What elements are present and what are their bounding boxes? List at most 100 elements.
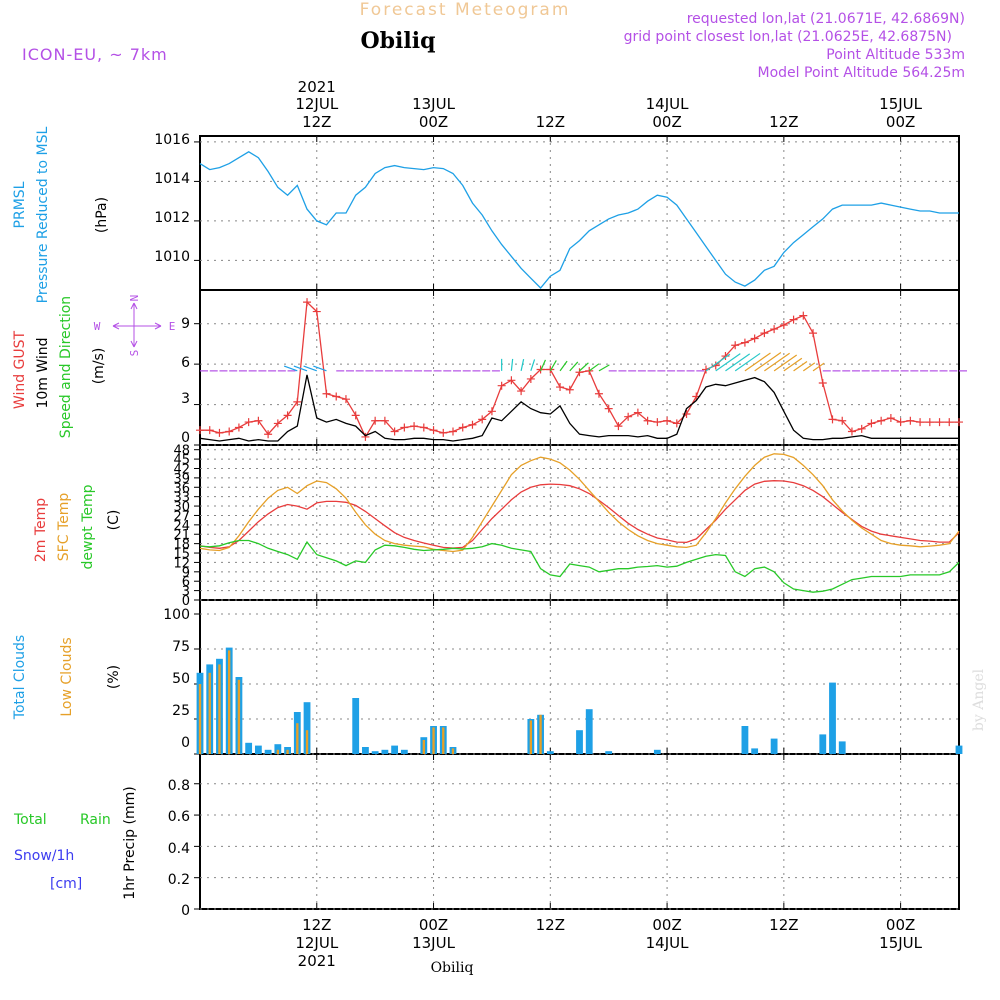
low-cloud-bar xyxy=(218,664,221,754)
gust-marker xyxy=(740,338,749,347)
bottom-date-label: 15JUL xyxy=(879,934,922,952)
gust-marker xyxy=(906,416,915,425)
bottom-year-label: 2021 xyxy=(298,952,336,970)
gust-marker xyxy=(468,420,477,429)
wind-direction-arrow xyxy=(773,354,798,372)
gust-marker xyxy=(575,368,584,377)
wind-direction-arrow xyxy=(293,365,308,372)
gust-marker xyxy=(546,365,555,374)
gust-marker xyxy=(517,387,526,396)
wind-direction-arrow xyxy=(283,365,298,372)
top-hour-label: 00Z xyxy=(886,113,915,131)
gust-marker xyxy=(779,321,788,330)
low-cloud-bar xyxy=(305,730,309,754)
gust-marker xyxy=(809,329,818,338)
top-date-label: 12JUL xyxy=(295,95,338,113)
temp-tick: 12 xyxy=(173,556,190,571)
gust-marker xyxy=(390,427,399,436)
gust-marker xyxy=(380,416,389,425)
gust-marker xyxy=(429,426,438,435)
temp-tick: 0 xyxy=(182,594,190,609)
temp-tick: 33 xyxy=(173,491,190,506)
wind-direction-arrow xyxy=(549,360,557,372)
gust-marker xyxy=(234,423,243,432)
gust-marker xyxy=(604,404,613,413)
bottom-date-label: 14JUL xyxy=(646,934,689,952)
gust-marker xyxy=(594,389,603,398)
precip-rain-label: Rain xyxy=(80,812,111,828)
wind-direction-arrow xyxy=(705,353,731,372)
temp-unit: (C) xyxy=(106,510,122,531)
station-name: Obiliq xyxy=(360,28,435,54)
low-cloud-bar xyxy=(228,650,231,754)
top-hour-label: 00Z xyxy=(652,113,681,131)
gust-marker xyxy=(672,419,681,428)
total-cloud-bar xyxy=(585,709,593,754)
wind-speed-dir-label: Speed and Direction xyxy=(58,296,74,438)
total-cloud-bar xyxy=(254,745,262,754)
wind-gust-label: Wind GUST xyxy=(12,330,28,409)
temp-tick: 6 xyxy=(182,575,190,590)
wind-direction-arrow xyxy=(783,357,803,372)
gust-marker xyxy=(196,426,204,435)
gust-marker xyxy=(565,385,574,394)
wind-direction-arrow xyxy=(754,352,782,372)
precip-tick: 0.6 xyxy=(168,809,190,825)
panel-frames xyxy=(199,135,960,910)
bottom-hour-label: 00Z xyxy=(419,916,448,934)
tsfc-line xyxy=(199,453,960,553)
total-cloud-bar xyxy=(400,749,408,754)
cloud-tick: 75 xyxy=(172,639,190,655)
precip-tick: 0.8 xyxy=(168,778,190,794)
gust-marker xyxy=(312,307,321,316)
total-cloud-bar xyxy=(264,749,272,754)
total-cloud-bar xyxy=(605,751,613,754)
wind-unit: (m/s) xyxy=(91,348,107,385)
bottom-hour-label: 00Z xyxy=(652,916,681,934)
total-cloud-bar xyxy=(303,702,311,754)
total-cloud-bar xyxy=(653,749,661,754)
gust-marker xyxy=(896,418,905,427)
gust-marker xyxy=(614,422,623,431)
total-cloud-bar xyxy=(381,749,389,754)
bottom-date-label: 12JUL xyxy=(295,934,338,952)
total-cloud-bar xyxy=(371,751,379,754)
point-altitude: Point Altitude 533m xyxy=(826,47,965,63)
pressure-tick: 1010 xyxy=(154,249,190,265)
gust-marker xyxy=(497,381,506,390)
gust-marker xyxy=(818,379,827,387)
t2m-label: 2m Temp xyxy=(33,498,49,562)
model-name: ICON-EU, ~ 7km xyxy=(22,45,168,64)
wind-tick: 3 xyxy=(181,391,190,407)
pressure-series xyxy=(199,151,959,289)
wind-direction-arrow xyxy=(313,365,327,372)
wind-direction-arrow xyxy=(569,361,579,372)
low-cloud-bar xyxy=(208,672,211,754)
wind-direction-arrow xyxy=(812,362,825,372)
low-cloud-bar xyxy=(529,720,533,754)
gust-marker xyxy=(410,422,419,431)
gust-marker xyxy=(945,418,954,427)
bottom-hour-label: 12Z xyxy=(536,916,565,934)
gust-marker xyxy=(760,329,769,338)
compass-s: S xyxy=(128,350,141,357)
total-cloud-bar xyxy=(838,741,846,754)
low-cloud-bar xyxy=(422,740,425,754)
pressure-unit: (hPa) xyxy=(94,197,110,233)
compass-arrows-icon xyxy=(112,302,162,348)
top-date-label: 14JUL xyxy=(646,95,689,113)
total-cloud-bar xyxy=(955,745,963,754)
wind-direction-arrow xyxy=(725,353,751,372)
prmsl-line xyxy=(199,151,959,289)
total-cloud-bar xyxy=(770,738,778,754)
wind-tick: 0 xyxy=(181,430,190,446)
compass-e: E xyxy=(169,320,176,333)
precip-tick: 0.4 xyxy=(168,841,190,857)
gust-marker xyxy=(225,427,234,436)
cloud-tick: 0 xyxy=(181,735,190,751)
prmsl-label: PRMSL xyxy=(12,181,28,228)
gust-marker xyxy=(205,426,214,435)
gust-marker xyxy=(439,428,448,437)
